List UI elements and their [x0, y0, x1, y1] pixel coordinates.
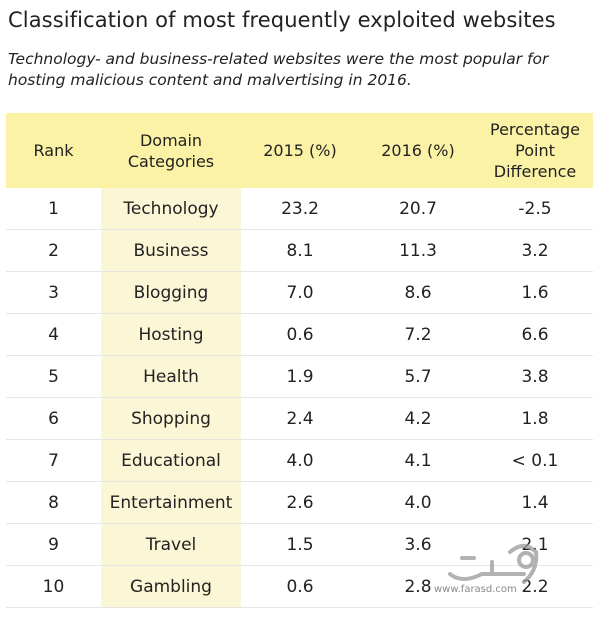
difference-cell: -2.5	[477, 188, 593, 230]
value-2016-cell: 8.6	[359, 271, 477, 314]
value-2015-cell: 2.4	[241, 397, 359, 440]
rank-cell: 5	[6, 355, 101, 398]
value-2016-cell: 2.8	[359, 565, 477, 608]
difference-cell: 6.6	[477, 313, 593, 356]
difference-cell: 1.6	[477, 271, 593, 314]
value-2016-cell: 20.7	[359, 188, 477, 230]
table-row: 9 Travel 1.5 3.6 2.1	[6, 523, 593, 566]
rank-cell: 2	[6, 229, 101, 272]
page-title: Classification of most frequently exploi…	[8, 8, 556, 32]
rank-cell: 4	[6, 313, 101, 356]
table-row: 7 Educational 4.0 4.1 < 0.1	[6, 439, 593, 482]
difference-cell: 2.1	[477, 523, 593, 566]
difference-cell: < 0.1	[477, 439, 593, 482]
value-2015-cell: 0.6	[241, 313, 359, 356]
rank-cell: 6	[6, 397, 101, 440]
header-2015: 2015 (%)	[241, 113, 359, 188]
value-2016-cell: 11.3	[359, 229, 477, 272]
value-2015-cell: 4.0	[241, 439, 359, 482]
value-2016-cell: 5.7	[359, 355, 477, 398]
value-2015-cell: 1.5	[241, 523, 359, 566]
difference-cell: 3.2	[477, 229, 593, 272]
category-cell: Educational	[101, 439, 241, 482]
table-row: 3 Blogging 7.0 8.6 1.6	[6, 271, 593, 314]
table-row: 10 Gambling 0.6 2.8 2.2	[6, 565, 593, 608]
rank-cell: 8	[6, 481, 101, 524]
difference-cell: 2.2	[477, 565, 593, 608]
difference-cell: 3.8	[477, 355, 593, 398]
value-2016-cell: 4.2	[359, 397, 477, 440]
category-cell: Gambling	[101, 565, 241, 608]
value-2015-cell: 2.6	[241, 481, 359, 524]
difference-cell: 1.8	[477, 397, 593, 440]
table-row: 2 Business 8.1 11.3 3.2	[6, 229, 593, 272]
value-2015-cell: 8.1	[241, 229, 359, 272]
rank-cell: 10	[6, 565, 101, 608]
difference-cell: 1.4	[477, 481, 593, 524]
rank-cell: 7	[6, 439, 101, 482]
value-2015-cell: 23.2	[241, 188, 359, 230]
category-cell: Business	[101, 229, 241, 272]
value-2015-cell: 1.9	[241, 355, 359, 398]
value-2015-cell: 0.6	[241, 565, 359, 608]
value-2016-cell: 4.0	[359, 481, 477, 524]
header-domain-categories: Domain Categories	[101, 113, 241, 188]
exploited-websites-table: Rank Domain Categories 2015 (%) 2016 (%)…	[6, 113, 593, 608]
rank-cell: 3	[6, 271, 101, 314]
table-header-row: Rank Domain Categories 2015 (%) 2016 (%)…	[6, 113, 593, 188]
category-cell: Health	[101, 355, 241, 398]
value-2016-cell: 4.1	[359, 439, 477, 482]
rank-cell: 1	[6, 188, 101, 230]
table-row: 8 Entertainment 2.6 4.0 1.4	[6, 481, 593, 524]
header-2016: 2016 (%)	[359, 113, 477, 188]
value-2016-cell: 3.6	[359, 523, 477, 566]
header-diff-label: Percentage Point Difference	[489, 120, 580, 181]
table-row: 6 Shopping 2.4 4.2 1.8	[6, 397, 593, 440]
header-percentage-point-difference: Percentage Point Difference	[477, 113, 593, 188]
category-cell: Hosting	[101, 313, 241, 356]
category-cell: Blogging	[101, 271, 241, 314]
table-row: 1 Technology 23.2 20.7 -2.5	[6, 188, 593, 230]
category-cell: Shopping	[101, 397, 241, 440]
category-cell: Travel	[101, 523, 241, 566]
page-subtitle: Technology- and business-related website…	[8, 50, 549, 89]
value-2015-cell: 7.0	[241, 271, 359, 314]
table-row: 5 Health 1.9 5.7 3.8	[6, 355, 593, 398]
category-cell: Entertainment	[101, 481, 241, 524]
value-2016-cell: 7.2	[359, 313, 477, 356]
rank-cell: 9	[6, 523, 101, 566]
category-cell: Technology	[101, 188, 241, 230]
header-rank: Rank	[6, 113, 101, 188]
table-row: 4 Hosting 0.6 7.2 6.6	[6, 313, 593, 356]
